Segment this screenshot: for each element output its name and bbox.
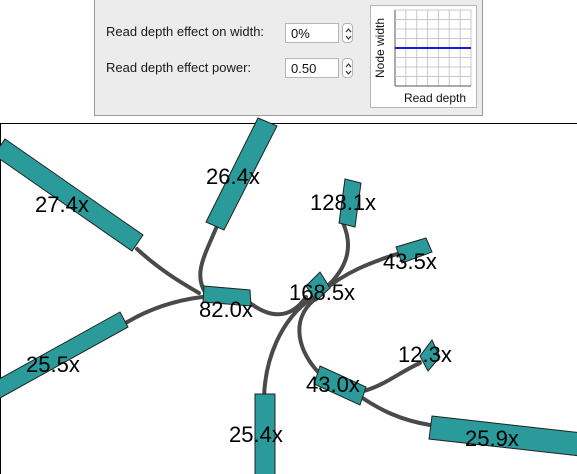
preview-x-label: Read depth	[403, 91, 467, 105]
power-effect-field[interactable]	[285, 58, 339, 78]
node-label: 25.4x	[229, 422, 283, 447]
node-128-1x[interactable]	[338, 178, 362, 228]
node-label: 25.9x	[465, 426, 519, 451]
width-effect-field[interactable]	[285, 23, 339, 43]
node-label: 43.5x	[383, 249, 437, 274]
power-effect-label: Read depth effect power:	[106, 60, 252, 75]
graph-edge[interactable]	[122, 295, 204, 326]
stepper-arrows-icon	[345, 63, 352, 75]
node-25-9x[interactable]	[428, 415, 577, 457]
node-label: 26.4x	[206, 164, 260, 189]
width-effect-stepper[interactable]	[342, 23, 353, 43]
node-label: 82.0x	[199, 297, 253, 322]
graph-nodes	[0, 117, 577, 474]
graph-edge[interactable]	[135, 247, 201, 295]
node-43-0x[interactable]	[313, 365, 367, 406]
width-preview-chart: Node width Read depth	[370, 5, 477, 108]
node-168-5x[interactable]	[305, 271, 331, 302]
node-label: 168.5x	[289, 280, 355, 305]
node-26-4x[interactable]	[205, 117, 278, 231]
graph-edge[interactable]	[198, 224, 219, 297]
node-82-0x[interactable]	[202, 285, 252, 307]
width-effect-label: Read depth effect on width:	[106, 24, 265, 39]
graph-edge[interactable]	[297, 298, 322, 376]
graph-edge[interactable]	[362, 361, 422, 393]
node-25-5x[interactable]	[0, 311, 129, 399]
graph-edge[interactable]	[356, 393, 432, 427]
stepper-arrows-icon	[345, 28, 352, 40]
node-label: 12.3x	[398, 342, 452, 367]
graph-edge[interactable]	[248, 295, 308, 317]
node-12-3x[interactable]	[419, 339, 441, 372]
node-25-4x[interactable]	[254, 393, 276, 474]
node-label: 43.0x	[306, 372, 360, 397]
graph-edge[interactable]	[262, 296, 314, 400]
graph-canvas[interactable]: 27.4x 26.4x 128.1x 43.5x 168.5x 82.0x 25…	[0, 117, 577, 474]
graph-node-labels: 27.4x 26.4x 128.1x 43.5x 168.5x 82.0x 25…	[26, 164, 519, 451]
power-effect-stepper[interactable]	[342, 58, 353, 78]
node-label: 128.1x	[310, 190, 376, 215]
preview-plot	[394, 9, 472, 87]
node-43-5x[interactable]	[395, 237, 433, 264]
settings-panel: Read depth effect on width: Read depth e…	[94, 0, 483, 116]
node-label: 25.5x	[26, 352, 80, 377]
node-label: 27.4x	[35, 192, 89, 217]
node-27-4x[interactable]	[0, 138, 144, 252]
